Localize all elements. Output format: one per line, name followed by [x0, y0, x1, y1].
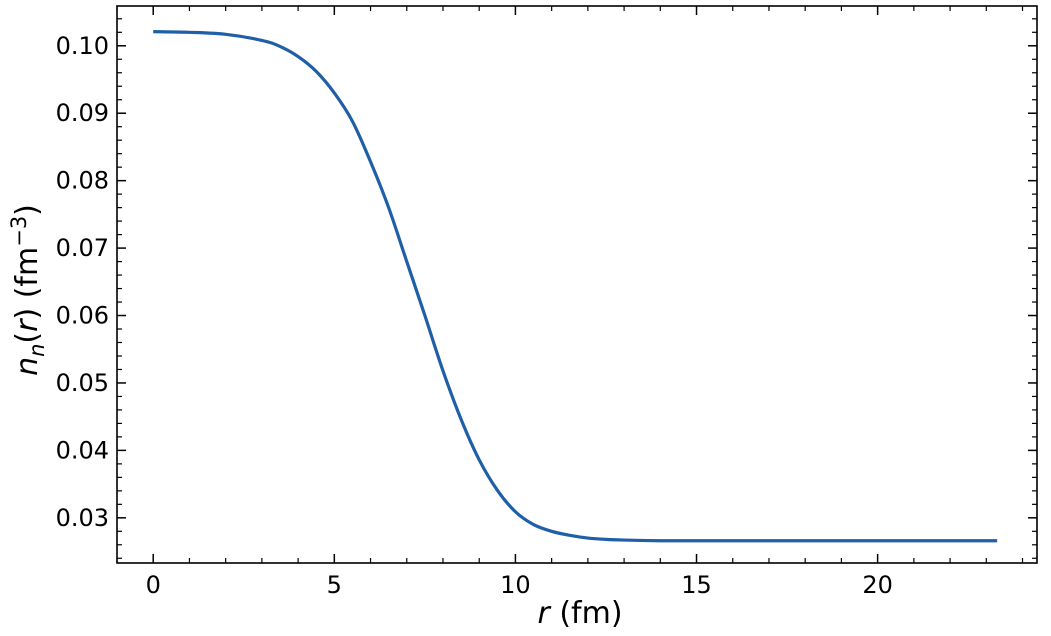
y-tick-labels: 0.03 0.04 0.05 0.06 0.07 0.08 0.09 0.10 [56, 32, 109, 532]
y-tick-label: 0.08 [56, 167, 109, 195]
x-tick-label: 10 [500, 571, 531, 599]
y-tick-label: 0.06 [56, 302, 109, 330]
y-axis-title-unit: ) (fm [10, 247, 45, 320]
y-axis-title-superscript: −3 [7, 216, 31, 247]
x-tick-label: 5 [327, 571, 342, 599]
series-layer [153, 30, 998, 543]
major-ticks [117, 6, 1037, 563]
y-tick-label: 0.07 [56, 234, 109, 262]
y-tick-label: 0.04 [56, 436, 109, 464]
y-axis-title-argument: r [10, 318, 45, 332]
y-axis-title-close-paren: ) [10, 204, 45, 216]
y-axis-title-subscript: n [25, 344, 49, 357]
y-tick-label: 0.09 [56, 99, 109, 127]
y-axis-title-symbol: n [10, 357, 45, 376]
y-axis-title: nn(r) (fm−3) [7, 204, 49, 376]
y-tick-label: 0.10 [56, 32, 109, 60]
plot-frame [116, 5, 1038, 564]
x-axis-title: r (fm) [537, 596, 622, 631]
minor-ticks [116, 6, 1037, 563]
x-tick-labels: 0 5 10 15 20 [146, 571, 893, 599]
x-tick-label: 15 [681, 571, 712, 599]
density-curve [153, 30, 998, 543]
x-axis-title-variable: r [537, 596, 551, 631]
y-tick-label: 0.03 [56, 504, 109, 532]
x-tick-label: 20 [862, 571, 893, 599]
x-axis-title-unit: (fm) [550, 596, 623, 631]
y-axis-title-open-paren: ( [10, 332, 45, 344]
x-tick-label: 0 [146, 571, 161, 599]
y-tick-label: 0.05 [56, 369, 109, 397]
